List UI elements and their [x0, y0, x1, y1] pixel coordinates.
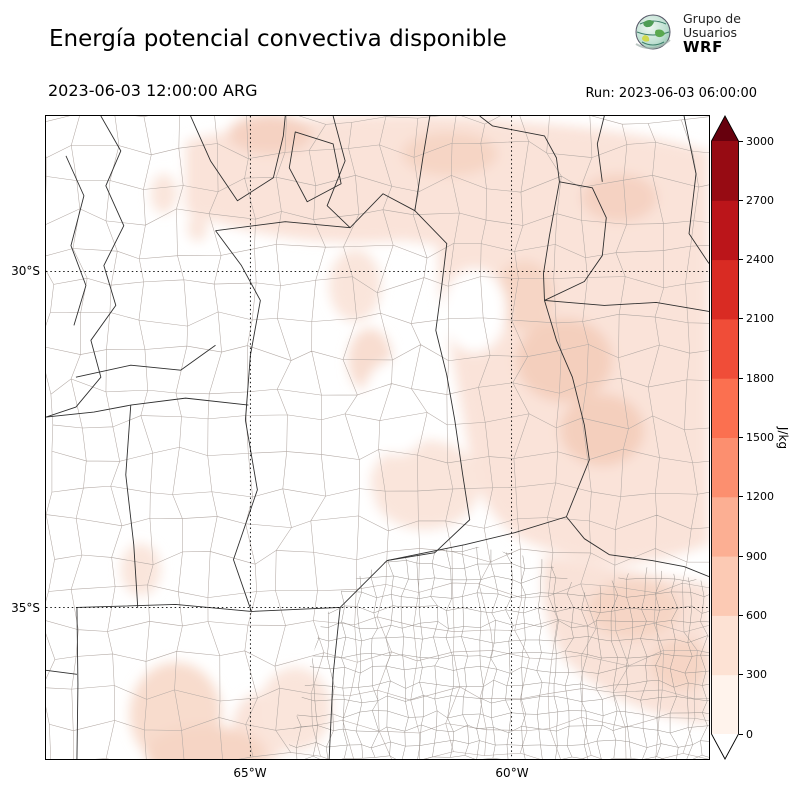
colorbar-segment: [711, 556, 739, 616]
colorbar-tick-label: 1800: [746, 371, 774, 385]
colorbar-segment: [711, 378, 739, 438]
wrf-logo: Grupo de Usuarios WRF: [630, 8, 741, 58]
colorbar-segment: [711, 496, 739, 557]
colorbar-tick-label: 0: [746, 727, 753, 741]
logo-line2: Usuarios: [683, 25, 738, 40]
colorbar-tick-label: 1200: [746, 490, 774, 504]
colorbar-tick-label: 300: [746, 668, 767, 682]
colorbar: [711, 115, 739, 760]
colorbar-tick-label: 3000: [746, 134, 774, 148]
colorbar-segment: [711, 674, 739, 735]
colorbar-tick-label: 600: [746, 608, 767, 622]
lon-label-60w: 60°W: [495, 766, 529, 780]
globe-icon: [635, 14, 671, 50]
colorbar-segment: [711, 615, 739, 676]
logo-text: Grupo de Usuarios WRF: [683, 11, 741, 56]
map-panel: [38, 106, 734, 770]
lat-label-30s: 30°S: [11, 264, 40, 278]
graticule: [46, 116, 709, 759]
logo-line1: Grupo de: [683, 11, 741, 26]
cape-shading: [120, 116, 709, 759]
colorbar-segment: [711, 437, 739, 498]
colorbar-over-arrow: [711, 116, 739, 141]
colorbar-segment: [711, 200, 739, 261]
run-time-label: Run: 2023-06-03 06:00:00: [585, 86, 757, 101]
colorbar-tick-label: 2700: [746, 193, 774, 207]
colorbar-tick-label: 1500: [746, 431, 774, 444]
colorbar-tick-label: 2100: [746, 312, 774, 326]
colorbar-under-arrow: [711, 734, 739, 759]
colorbar-tick-label: 900: [746, 549, 767, 563]
colorbar-outline: [711, 115, 739, 760]
colorbar-segment: [711, 318, 739, 379]
colorbar-segment: [711, 141, 739, 201]
lat-label-35s: 35°S: [11, 601, 40, 615]
cape-map: [38, 106, 734, 770]
colorbar-unit-label: J/kg: [776, 426, 790, 450]
lon-label-65w: 65°W: [233, 766, 267, 780]
colorbar-tick-label: 2400: [746, 253, 774, 267]
logo-line3: WRF: [683, 38, 723, 56]
colorbar-segment: [711, 259, 739, 320]
department-boundaries: [38, 106, 734, 770]
valid-time-label: 2023-06-03 12:00:00 ARG: [48, 81, 258, 100]
province-boundaries: [45, 115, 710, 760]
figure-title: Energía potencial convectiva disponible: [49, 26, 507, 52]
